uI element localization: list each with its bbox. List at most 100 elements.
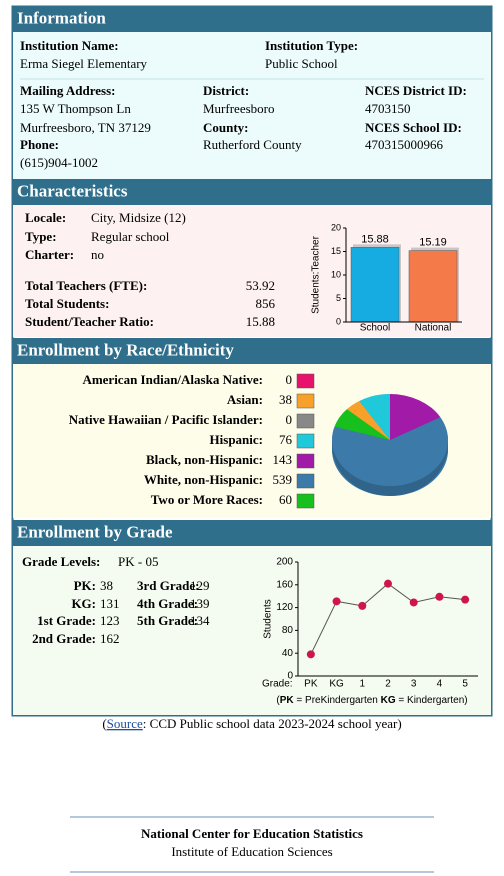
point (435, 592, 444, 601)
legend-value: 539 (273, 472, 293, 487)
note-part: ( (276, 695, 280, 706)
field-value: 856 (256, 296, 276, 311)
source-link[interactable]: Source (107, 716, 143, 731)
pie-slice (390, 394, 441, 440)
field-label: NCES School ID: (365, 120, 462, 135)
field-label: Institution Type: (265, 38, 358, 53)
field-value: 470315000966 (365, 137, 444, 152)
note-part: PK (280, 695, 295, 706)
field-value: Murfreesboro (203, 101, 274, 116)
x-tick-label: 2 (385, 679, 391, 690)
data-label: 15.19 (419, 237, 447, 249)
legend-value: 0 (286, 412, 293, 427)
section-title: Enrollment by Grade (17, 522, 173, 541)
y-tick-label: 10 (331, 269, 341, 279)
grade-value: 129 (190, 578, 210, 593)
legend-label: White, non-Hispanic: (144, 472, 263, 487)
section-title: Enrollment by Race/Ethnicity (17, 340, 234, 359)
bar (350, 247, 400, 323)
x-tick-label: 1 (360, 679, 366, 690)
legend-swatch (296, 453, 315, 469)
grade-value: 134 (190, 613, 210, 628)
legend-label: Hispanic: (210, 432, 263, 447)
grade-label: 1st Grade: (37, 613, 96, 628)
y-tick-label: 0 (336, 316, 341, 326)
field-label: County: (203, 120, 249, 135)
legend-swatch (296, 373, 315, 389)
field-value: (615)904-1002 (20, 155, 98, 170)
legend-value: 143 (273, 452, 293, 467)
x-axis-label: Grade: (262, 679, 293, 690)
legend-label: American Indian/Alaska Native: (82, 372, 263, 387)
y-tick-label: 20 (331, 222, 341, 232)
y-tick-label: 120 (276, 602, 293, 613)
chart-note: (PK = PreKindergarten KG = Kindergarten) (276, 695, 467, 706)
field-label: Type: (25, 229, 57, 244)
source-line: (Source: CCD Public school data 2023-202… (102, 716, 401, 731)
field-label: Locale: (25, 210, 66, 225)
grade-value: 162 (100, 631, 120, 646)
source-text: ( (102, 716, 106, 731)
x-tick-label: 4 (437, 679, 443, 690)
field-value: 53.92 (246, 278, 275, 293)
field-value: Regular school (91, 229, 170, 244)
legend-label: Native Hawaiian / Pacific Islander: (69, 412, 263, 427)
field-value: Public School (265, 56, 338, 71)
y-tick-label: 40 (282, 648, 294, 659)
legend-value: 60 (279, 492, 292, 507)
field-label: District: (203, 83, 249, 98)
grade-label: KG: (71, 596, 96, 611)
section-header (13, 6, 491, 32)
field-label: Total Students: (25, 296, 109, 311)
bar (408, 250, 458, 323)
grade-label: 3rd Grade: (137, 578, 199, 593)
note-part: KG (381, 695, 396, 706)
section-header (13, 338, 491, 364)
y-tick-label: 15 (331, 246, 341, 256)
section-header (13, 520, 491, 546)
y-tick-label: 200 (276, 557, 293, 568)
point (384, 579, 392, 588)
legend-value: 76 (279, 432, 293, 447)
legend-value: 0 (286, 372, 293, 387)
x-tick-label: KG (329, 679, 344, 690)
x-tick-label: 3 (411, 679, 417, 690)
field-value: Murfreesboro, TN 37129 (20, 120, 151, 135)
legend-label: Black, non-Hispanic: (146, 452, 263, 467)
field-label: NCES District ID: (365, 83, 467, 98)
field-label: Phone: (20, 137, 59, 152)
legend-swatch (296, 433, 315, 449)
legend-swatch (296, 393, 315, 409)
grade-label: 2nd Grade: (32, 631, 96, 646)
y-tick-label: 80 (282, 625, 294, 636)
grade-label: 4th Grade: (137, 596, 198, 611)
field-value: Rutherford County (203, 137, 302, 152)
section-title: Characteristics (17, 181, 128, 200)
source-text: : CCD Public school data 2023-2024 schoo… (143, 716, 402, 731)
field-label: Grade Levels: (22, 554, 100, 569)
note-part: = Kindergarten) (396, 695, 468, 706)
data-label: 15.88 (361, 233, 389, 245)
point (332, 597, 341, 606)
x-tick-label: 5 (462, 679, 468, 690)
x-tick-label: PK (304, 679, 318, 690)
field-value: 4703150 (365, 101, 411, 116)
grade-label: PK: (74, 578, 96, 593)
field-value: Erma Siegel Elementary (20, 56, 148, 71)
field-label: Charter: (25, 247, 74, 262)
y-axis-label: Students:Teacher (311, 235, 322, 313)
footer-title: National Center for Education Statistics (141, 826, 363, 841)
field-value: no (91, 247, 104, 262)
legend-label: Asian: (227, 392, 263, 407)
grade-value: 139 (190, 596, 210, 611)
pie-slice (332, 417, 448, 486)
section-title: Information (17, 8, 106, 27)
legend-swatch (296, 473, 315, 489)
y-tick-label: 0 (287, 671, 293, 682)
legend-label: Two or More Races: (151, 492, 263, 507)
grade-value: 123 (100, 613, 120, 628)
point (306, 650, 315, 659)
field-label: Institution Name: (20, 38, 119, 53)
pie-slice (346, 400, 390, 440)
